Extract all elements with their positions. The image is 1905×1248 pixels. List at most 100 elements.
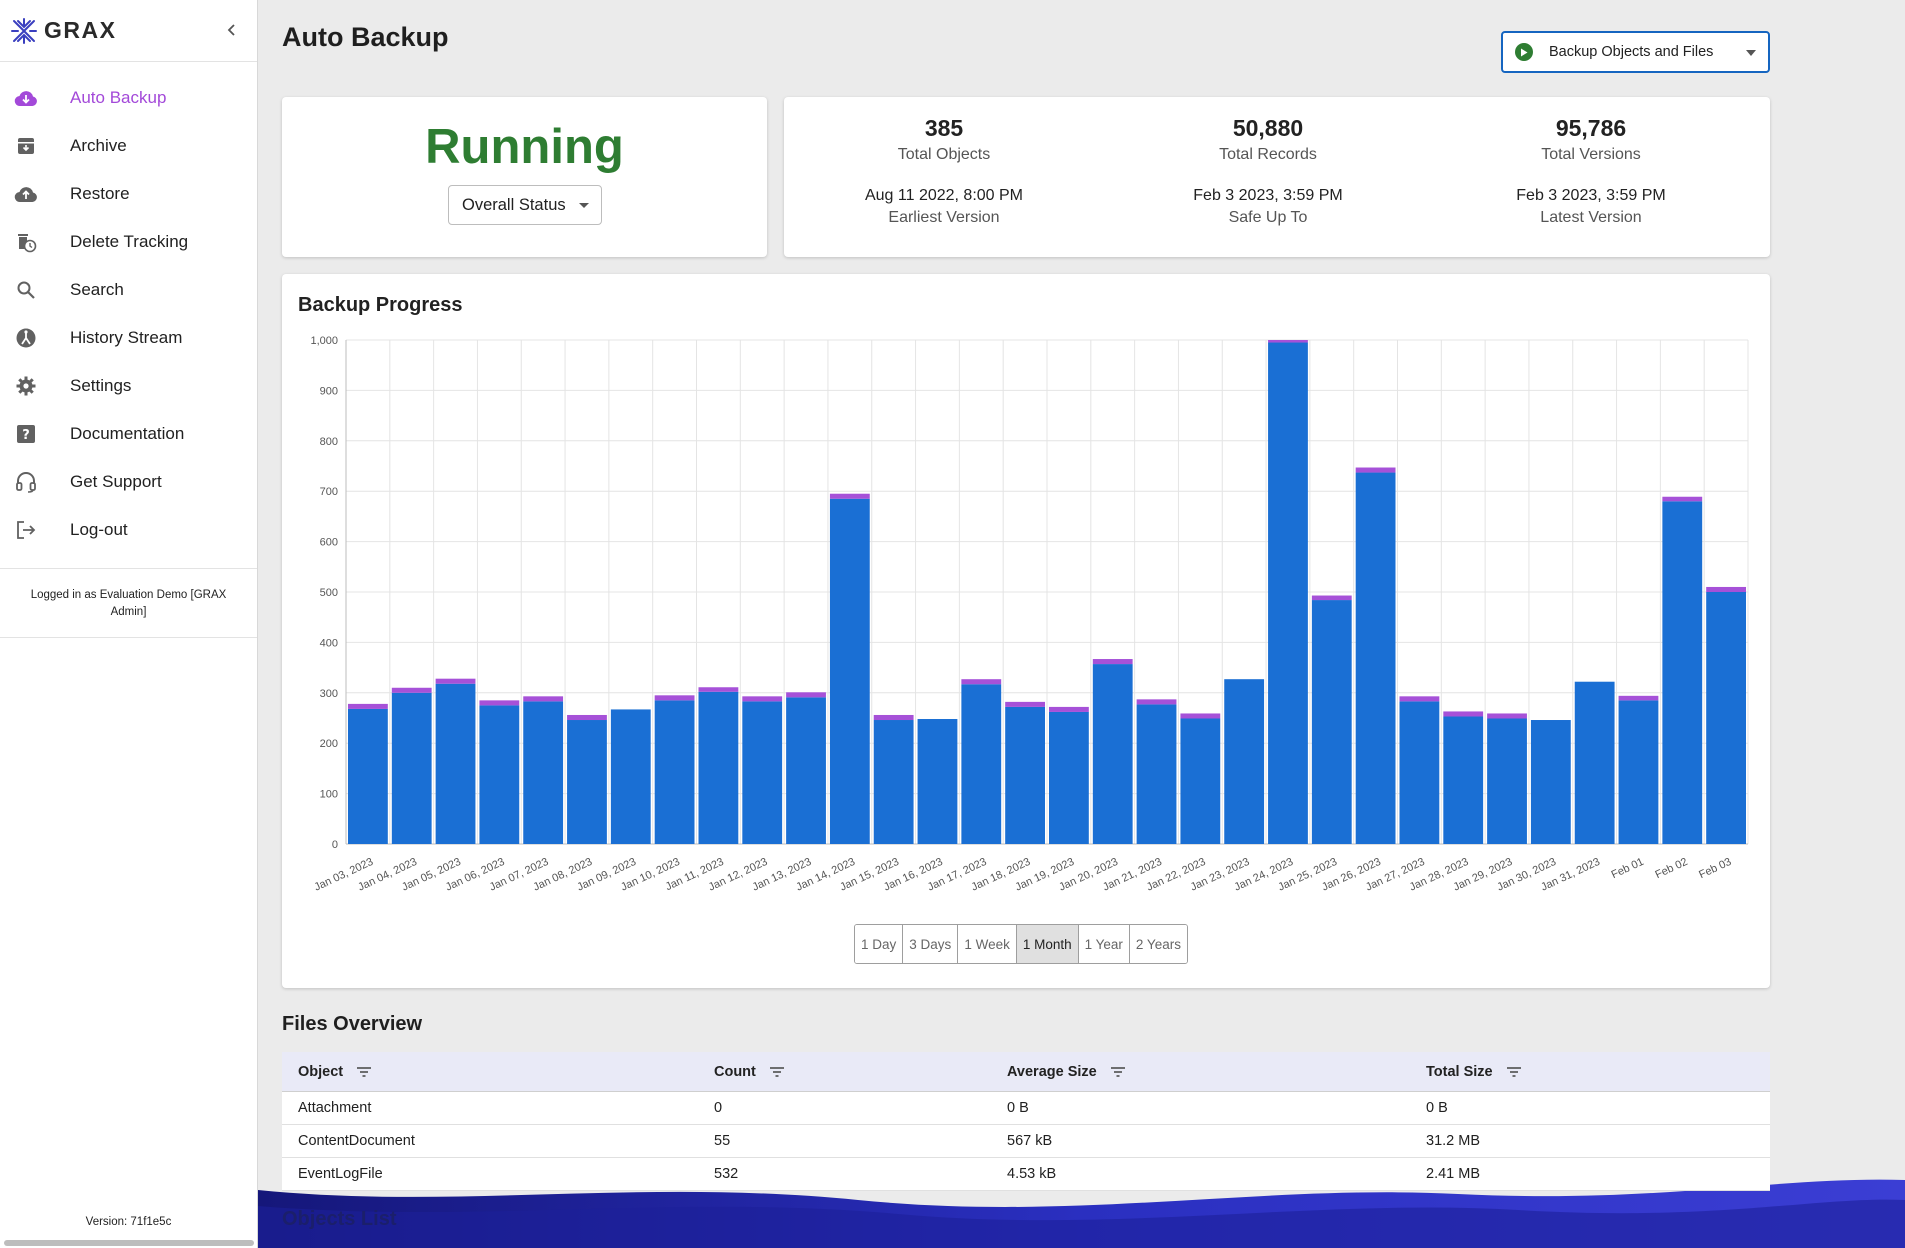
y-tick-label: 1,000 — [310, 335, 338, 347]
stat-total-records: 50,880 Total Records — [1108, 115, 1428, 164]
sidebar-scrollbar[interactable] — [4, 1240, 254, 1246]
version-text: Version: 71f1e5c — [85, 1216, 172, 1228]
sidebar-item-auto-backup[interactable]: Auto Backup — [0, 74, 257, 122]
table-cell: 2.41 MB — [1426, 1166, 1480, 1182]
bar — [523, 701, 564, 844]
bar-segment — [786, 692, 826, 698]
range-button-1-week[interactable]: 1 Week — [958, 925, 1017, 963]
bar — [1311, 600, 1352, 844]
y-tick-label: 200 — [320, 738, 338, 750]
table-cell: 532 — [714, 1166, 739, 1182]
bar-segment — [435, 678, 476, 684]
range-button-2-years[interactable]: 2 Years — [1129, 925, 1187, 963]
bar — [698, 691, 739, 844]
sidebar-item-documentation[interactable]: ? Documentation — [0, 410, 257, 458]
sidebar-item-history-stream[interactable]: History Stream — [0, 314, 257, 362]
bar-segment — [961, 679, 1002, 685]
table-cell: 55 — [714, 1133, 731, 1149]
bar — [1662, 501, 1703, 844]
job-select-dropdown[interactable]: Backup Objects and Files — [1501, 31, 1770, 73]
column-header-count[interactable]: Count — [698, 1064, 991, 1080]
x-tick-label: Feb 01 — [1610, 856, 1646, 881]
bar — [917, 719, 958, 844]
logged-in-text: Logged in as Evaluation Demo [GRAX Admin… — [0, 569, 257, 638]
range-button-3-days[interactable]: 3 Days — [903, 925, 959, 963]
sidebar-item-label: Log-out — [70, 520, 128, 539]
y-tick-label: 100 — [320, 789, 338, 801]
table-row[interactable]: ContentDocument 55 567 kB 31.2 MB — [282, 1125, 1770, 1158]
status-card: Running Overall Status — [282, 97, 767, 257]
sidebar-item-search[interactable]: Search — [0, 266, 257, 314]
search-icon — [14, 278, 38, 302]
stat-latest-version: Feb 3 2023, 3:59 PM Latest Version — [1431, 187, 1751, 227]
bar-segment — [1618, 695, 1659, 701]
sidebar-item-logout[interactable]: Log-out — [0, 506, 257, 554]
column-header-object[interactable]: Object — [282, 1064, 698, 1080]
bar-segment — [1180, 713, 1221, 719]
history-stream-icon — [14, 326, 38, 350]
filter-icon[interactable] — [769, 1066, 784, 1077]
overall-status-label: Overall Status — [462, 195, 566, 214]
sidebar-item-settings[interactable]: Settings — [0, 362, 257, 410]
stat-label: Total Versions — [1541, 146, 1641, 163]
bar — [1355, 472, 1396, 844]
range-button-1-year[interactable]: 1 Year — [1078, 925, 1130, 963]
bar — [742, 701, 783, 844]
stat-label: Total Objects — [897, 146, 991, 163]
range-button-1-day[interactable]: 1 Day — [855, 925, 904, 963]
chevron-left-icon — [227, 24, 235, 36]
stat-value: Aug 11 2022, 8:00 PM — [864, 187, 1024, 204]
help-icon: ? — [14, 422, 38, 446]
section-title: Files Overview — [282, 1013, 423, 1035]
table-cell: ContentDocument — [298, 1133, 415, 1149]
bar — [1136, 704, 1177, 844]
collapse-sidebar-button[interactable] — [221, 19, 243, 41]
archive-icon — [14, 134, 38, 158]
bar — [1706, 592, 1746, 844]
section-title: Backup Progress — [298, 294, 463, 316]
bar-segment — [1706, 586, 1746, 592]
cloud-upload-icon — [14, 182, 38, 206]
column-label: Object — [298, 1063, 344, 1080]
divider — [0, 568, 257, 569]
y-tick-label: 700 — [320, 486, 338, 498]
table-header: Object Count Average Size Total Size — [282, 1052, 1770, 1092]
column-label: Total Size — [1426, 1063, 1493, 1080]
bar — [1443, 716, 1484, 844]
filter-icon[interactable] — [357, 1066, 372, 1077]
table-cell: 31.2 MB — [1426, 1133, 1480, 1149]
overall-status-dropdown[interactable]: Overall Status — [448, 185, 602, 225]
sidebar-item-get-support[interactable]: Get Support — [0, 458, 257, 506]
sidebar-item-restore[interactable]: Restore — [0, 170, 257, 218]
table-row[interactable]: Attachment 0 0 B 0 B — [282, 1092, 1770, 1125]
bar — [1092, 664, 1133, 844]
table-cell: 4.53 kB — [1007, 1166, 1057, 1182]
filter-icon[interactable] — [1110, 1066, 1125, 1077]
stat-value: 385 — [924, 115, 964, 141]
table-cell: 0 — [714, 1100, 723, 1116]
table-cell: Attachment — [298, 1100, 372, 1116]
table-row[interactable]: EventLogFile 532 4.53 kB 2.41 MB — [282, 1158, 1770, 1191]
bar — [1049, 711, 1089, 844]
sidebar-item-archive[interactable]: Archive — [0, 122, 257, 170]
bar-segment — [1005, 701, 1045, 707]
sidebar-item-label: Delete Tracking — [70, 232, 189, 251]
range-button-1-month[interactable]: 1 Month — [1016, 925, 1079, 963]
y-tick-label: 500 — [320, 587, 338, 599]
sidebar-item-label: Get Support — [70, 472, 162, 491]
bar-segment — [1049, 706, 1089, 712]
bar-segment — [742, 696, 783, 702]
headset-icon — [14, 470, 38, 494]
bar — [610, 709, 651, 844]
bar — [654, 700, 695, 844]
bar-segment — [348, 703, 388, 709]
bar — [829, 498, 870, 844]
column-header-total-size[interactable]: Total Size — [1410, 1064, 1770, 1080]
column-header-average-size[interactable]: Average Size — [991, 1064, 1410, 1080]
filter-icon[interactable] — [1506, 1066, 1521, 1077]
stat-earliest-version: Aug 11 2022, 8:00 PM Earliest Version — [784, 187, 1104, 227]
background-wave — [258, 1179, 1905, 1248]
y-tick-label: 0 — [332, 839, 338, 851]
stat-total-versions: 95,786 Total Versions — [1431, 115, 1751, 164]
sidebar-item-delete-tracking[interactable]: Delete Tracking — [0, 218, 257, 266]
